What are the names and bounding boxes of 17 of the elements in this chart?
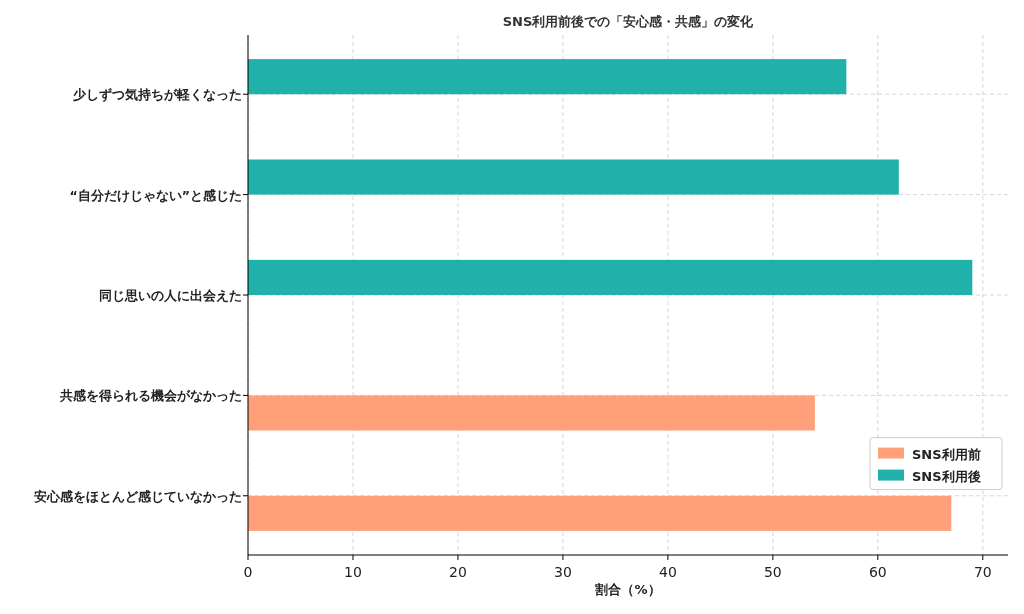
x-tick-label: 60 xyxy=(868,564,887,580)
x-tick-label: 30 xyxy=(554,564,572,580)
y-tick-label: 同じ思いの人に出会えた xyxy=(99,288,242,303)
legend-label: SNS利用後 xyxy=(912,468,981,484)
y-tick-label: 安心感をほとんど感じていなかった xyxy=(34,488,242,504)
x-tick-label: 40 xyxy=(658,564,677,580)
x-tick-label: 20 xyxy=(449,564,467,580)
y-tick-label: 少しずつ気持ちが軽くなった xyxy=(73,87,242,103)
y-tick-label: “自分だけじゃない”と感じた xyxy=(69,187,242,203)
x-tick-label: 50 xyxy=(763,564,782,580)
x-tick-label: 70 xyxy=(973,564,992,580)
legend-label: SNS利用前 xyxy=(912,446,981,462)
chart-title: SNS利用前後での「安心感・共感」の変化 xyxy=(502,14,755,29)
y-tick-label: 共感を得られる機会がなかった xyxy=(59,388,242,404)
x-tick-label: 10 xyxy=(344,564,362,580)
x-axis-title: 割合（%） xyxy=(594,582,661,597)
x-tick-label: 0 xyxy=(243,564,253,580)
